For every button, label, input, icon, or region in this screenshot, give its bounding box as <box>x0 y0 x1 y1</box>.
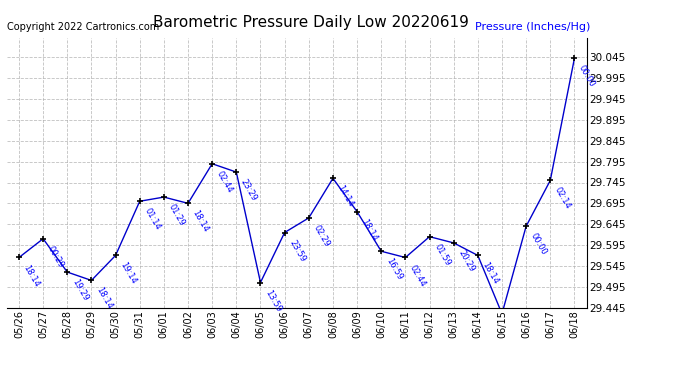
Text: 17:29: 17:29 <box>0 374 1 375</box>
Text: Barometric Pressure Daily Low 20220619: Barometric Pressure Daily Low 20220619 <box>152 15 469 30</box>
Text: 19:29: 19:29 <box>70 278 90 303</box>
Text: Pressure (Inches/Hg): Pressure (Inches/Hg) <box>475 22 590 33</box>
Text: 18:14: 18:14 <box>22 263 41 288</box>
Text: 18:14: 18:14 <box>191 209 210 234</box>
Text: 18:14: 18:14 <box>360 217 380 242</box>
Text: 00:00: 00:00 <box>578 64 597 89</box>
Text: 02:44: 02:44 <box>408 263 428 288</box>
Text: 20:29: 20:29 <box>457 249 476 273</box>
Text: 23:29: 23:29 <box>239 178 259 203</box>
Text: Copyright 2022 Cartronics.com: Copyright 2022 Cartronics.com <box>7 22 159 33</box>
Text: 01:29: 01:29 <box>167 202 186 228</box>
Text: 02:14: 02:14 <box>553 186 573 211</box>
Text: 02:44: 02:44 <box>215 169 235 194</box>
Text: 18:14: 18:14 <box>481 261 500 286</box>
Text: 14:14: 14:14 <box>336 184 355 209</box>
Text: 13:59: 13:59 <box>264 288 283 313</box>
Text: 16:59: 16:59 <box>384 257 404 282</box>
Text: 19:14: 19:14 <box>119 261 138 286</box>
Text: 23:59: 23:59 <box>288 238 307 263</box>
Text: 01:14: 01:14 <box>143 207 162 232</box>
Text: 00:29: 00:29 <box>46 244 66 269</box>
Text: 02:29: 02:29 <box>312 224 331 249</box>
Text: 01:59: 01:59 <box>433 242 452 267</box>
Text: 00:00: 00:00 <box>529 232 549 257</box>
Text: 18:14: 18:14 <box>95 286 114 311</box>
